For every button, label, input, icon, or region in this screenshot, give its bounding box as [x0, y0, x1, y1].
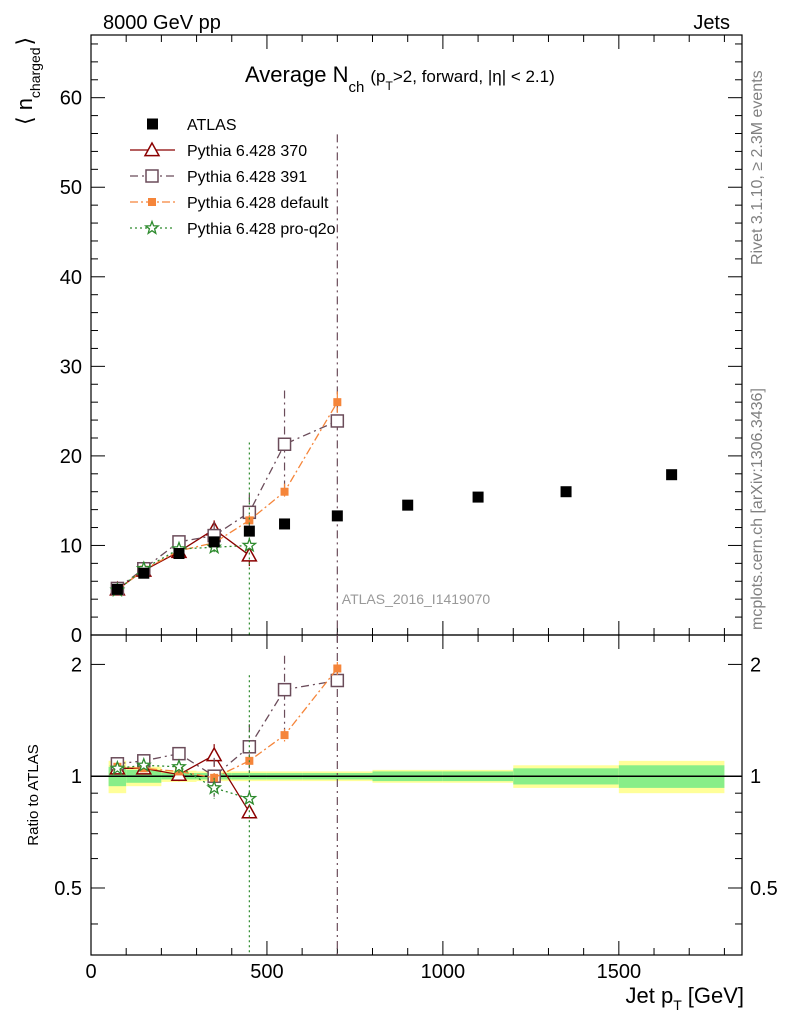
plot-title-sub: ch — [349, 79, 365, 96]
atlas-data-point — [402, 499, 414, 511]
x-axis-label-main: Jet p — [625, 983, 673, 1008]
atlas-data-point — [173, 548, 185, 560]
atlas-data-point — [111, 583, 123, 595]
x-axis-label-unit: [GeV] — [688, 983, 744, 1008]
series-3-ratio-point — [135, 756, 152, 772]
x-tick-label: 0 — [85, 961, 96, 983]
series-2-ratio-point — [333, 664, 342, 673]
plot-title: Average Nch (pT>2, forward, |η| < 2.1) — [245, 62, 555, 96]
ratio-y-tick-label-right: 1 — [750, 766, 761, 788]
y-axis-label-sub: charged — [27, 47, 43, 98]
ratio-plot-area: 0.5 0.5 1 1 2 2 — [54, 634, 778, 956]
rivet-version-label: Rivet 3.1.10, ≥ 2.3M events — [749, 70, 766, 265]
x-axis-label-sub: T — [673, 997, 682, 1013]
atlas-data-point — [208, 536, 220, 548]
y-tick-label: 50 — [60, 177, 82, 199]
series-0-point — [241, 546, 258, 562]
y-tick-label: 0 — [71, 625, 82, 647]
y-axis-label-close: ⟩ — [12, 37, 37, 46]
plot-title-cut: (p — [370, 67, 385, 86]
atlas-data-point — [666, 469, 678, 481]
series-2-point — [333, 398, 342, 407]
legend-label: ATLAS — [187, 117, 237, 134]
ratio-y-tick-label: 0.5 — [54, 878, 82, 900]
x-tick-label: 1500 — [597, 961, 642, 983]
header-energy-label: 8000 GeV pp — [103, 12, 221, 34]
atlas-data-point — [279, 518, 291, 530]
ratio-y-tick-label-right: 2 — [750, 654, 761, 676]
atlas-data-point — [331, 510, 343, 522]
ratio-y-tick-label-right: 0.5 — [750, 878, 778, 900]
legend-marker — [143, 141, 161, 157]
series-3-point — [241, 536, 258, 553]
ratio-y-tick-label: 1 — [71, 766, 82, 788]
series-3-ratio-point — [171, 758, 188, 774]
atlas-data-point — [472, 491, 484, 503]
x-tick-label: 1000 — [421, 961, 466, 983]
analysis-tag: ATLAS_2016_I1419070 — [342, 591, 491, 607]
y-tick-label: 10 — [60, 535, 82, 557]
ratio-axis-label: Ratio to ATLAS — [25, 744, 42, 845]
legend-label: Pythia 6.428 391 — [187, 169, 307, 186]
plot-title-main: Average N — [245, 62, 349, 87]
ratio-y-tick-label: 2 — [71, 654, 82, 676]
legend-marker — [148, 198, 156, 206]
series-1-point — [330, 414, 345, 428]
y-tick-label: 20 — [60, 446, 82, 468]
atlas-data-point — [560, 486, 572, 498]
series-2-point — [280, 487, 289, 496]
y-axis-label: ⟨ ncharged⟩ — [12, 37, 43, 125]
header-process-label: Jets — [693, 12, 730, 34]
series-1-ratio-point — [330, 673, 345, 688]
legend-marker — [145, 169, 159, 183]
mcplots-label: mcplots.cern.ch [arXiv:1306.3436] — [749, 388, 766, 630]
y-axis-label-main: ⟨ n — [12, 98, 37, 125]
y-tick-label: 30 — [60, 356, 82, 378]
series-2-ratio-point — [280, 731, 289, 740]
series-1-ratio-point — [277, 682, 292, 697]
plot-title-cut-sub: T — [386, 79, 394, 93]
legend-marker — [144, 219, 160, 235]
legend-label: Pythia 6.428 pro-q2o — [187, 221, 336, 238]
x-tick-label: 500 — [250, 961, 283, 983]
series-3-ratio-point — [109, 759, 126, 776]
legend: ATLAS Pythia 6.428 370 Pythia 6.428 391 Pyt… — [130, 117, 336, 238]
series-3-ratio-point — [206, 779, 223, 795]
series-1-point — [277, 437, 292, 452]
legend-label: Pythia 6.428 default — [187, 195, 329, 212]
plot-title-cut-rest: >2, forward, |η| < 2.1) — [393, 67, 555, 86]
y-tick-label: 40 — [60, 267, 82, 289]
series-3-ratio-point — [241, 790, 258, 806]
y-tick-label: 60 — [60, 88, 82, 110]
series-3-line — [116, 544, 250, 591]
legend-marker-data — [147, 118, 158, 130]
svg-text:⟨ ncharged⟩: ⟨ ncharged⟩ — [12, 37, 43, 125]
legend-label: Pythia 6.428 370 — [187, 143, 307, 160]
x-axis-label: Jet pT [GeV] — [625, 983, 744, 1013]
atlas-data-point — [243, 525, 255, 537]
atlas-data-point — [138, 567, 150, 579]
main-plot-area: 0 500 1000 1500 0 10 20 30 40 50 60 — [60, 34, 743, 983]
series-2-point — [245, 516, 254, 525]
series-1-ratio-point — [172, 746, 186, 761]
ratio-frame — [90, 634, 743, 956]
